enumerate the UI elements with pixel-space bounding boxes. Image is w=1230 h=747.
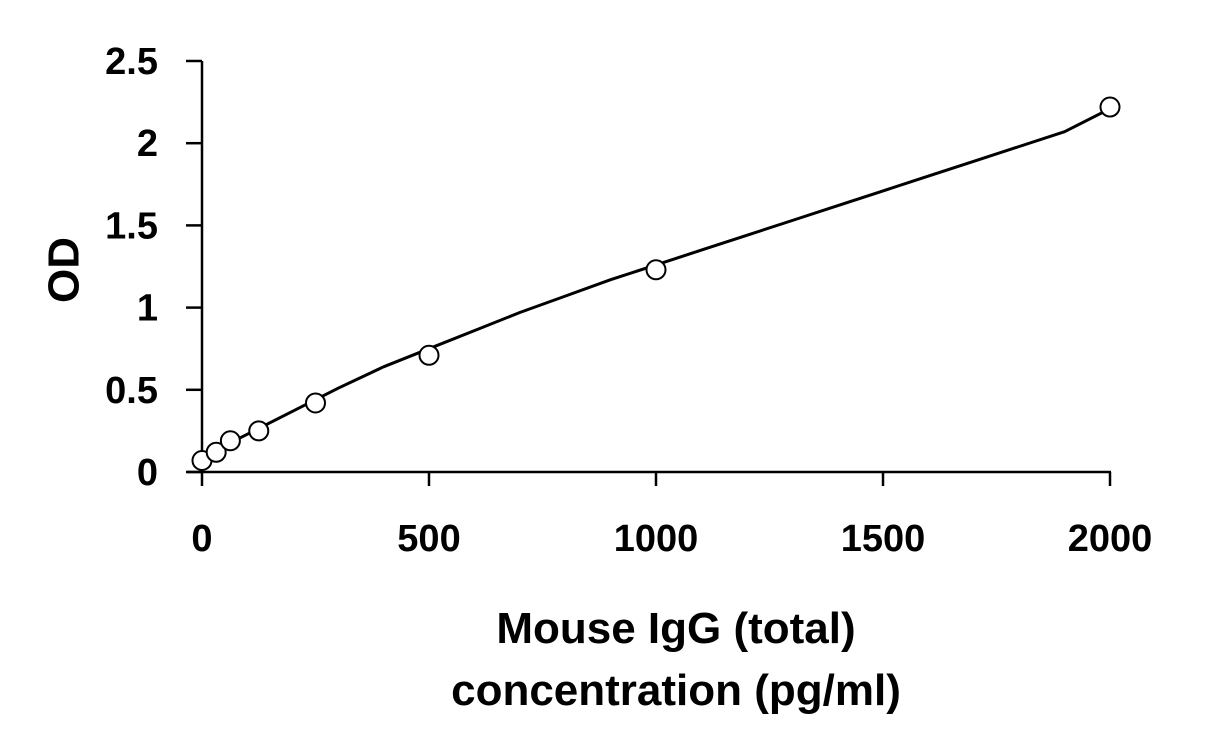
- data-points: [191, 96, 1121, 471]
- axes: [187, 61, 1111, 474]
- x-axis-title-line2: concentration (pg/ml): [451, 666, 901, 715]
- y-tick-label: 0: [137, 452, 158, 494]
- data-point: [418, 344, 440, 366]
- y-tick-label: 1: [137, 288, 158, 330]
- data-point: [305, 392, 326, 414]
- x-tick-label: 1000: [614, 518, 699, 560]
- trendline: [201, 107, 1111, 459]
- y-tick-label: 2: [137, 123, 158, 165]
- x-tick-label: 500: [397, 518, 460, 560]
- y-tick-label: 1.5: [105, 205, 158, 247]
- y-tick-label: 2.5: [105, 41, 158, 83]
- data-point: [219, 430, 241, 452]
- data-point: [1099, 96, 1121, 118]
- y-ticks: 0 0.5 1 1.5 2 2.5: [105, 41, 202, 494]
- x-axis-title-line1: Mouse IgG (total): [496, 604, 855, 653]
- x-tick-label: 2000: [1068, 518, 1153, 560]
- trendline-group: [201, 107, 1111, 459]
- y-tick-label: 0.5: [105, 370, 158, 412]
- data-point: [645, 259, 667, 281]
- x-tick-label: 0: [191, 518, 212, 560]
- data-point: [205, 441, 227, 463]
- x-tick-label: 1500: [841, 518, 926, 560]
- data-point: [248, 420, 270, 442]
- x-ticks: 0 500 1000 1500 2000: [191, 472, 1152, 560]
- y-axis-title: OD: [40, 237, 89, 303]
